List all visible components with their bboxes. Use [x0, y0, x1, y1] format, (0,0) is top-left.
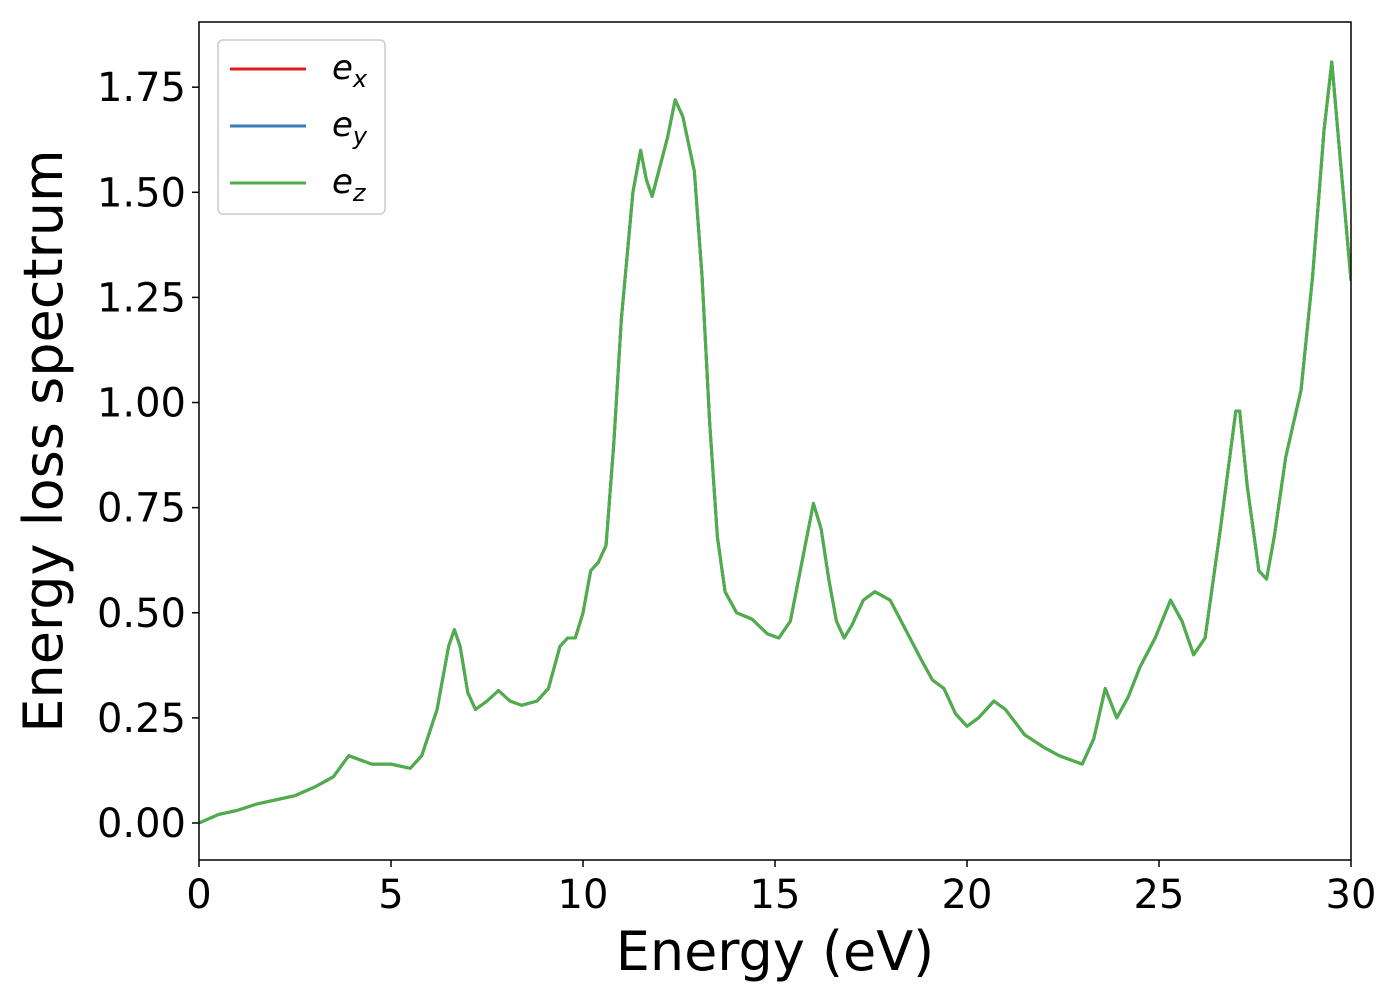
y-axis-label: Energy loss spectrum: [12, 149, 75, 732]
x-tick-label: 25: [1134, 872, 1185, 918]
y-tick-label: 1.25: [97, 275, 186, 321]
x-axis-label: Energy (eV): [616, 920, 935, 983]
x-tick-label: 5: [378, 872, 403, 918]
y-tick-label: 0.00: [97, 801, 186, 847]
y-tick-label: 0.75: [97, 486, 186, 532]
y-tick-label: 1.50: [97, 170, 186, 216]
series-line: [199, 60, 1351, 825]
x-tick-label: 0: [186, 872, 211, 918]
x-tick-label: 30: [1326, 872, 1377, 918]
y-tick-label: 1.75: [97, 65, 186, 111]
x-tick-label: 20: [942, 872, 993, 918]
y-tick-label: 0.25: [97, 696, 186, 742]
plot-frame: [198, 21, 1352, 861]
y-tick-label: 1.00: [97, 381, 186, 427]
y-tick-label: 0.50: [97, 591, 186, 637]
x-tick-label: 10: [558, 872, 609, 918]
x-tick-label: 15: [750, 872, 801, 918]
